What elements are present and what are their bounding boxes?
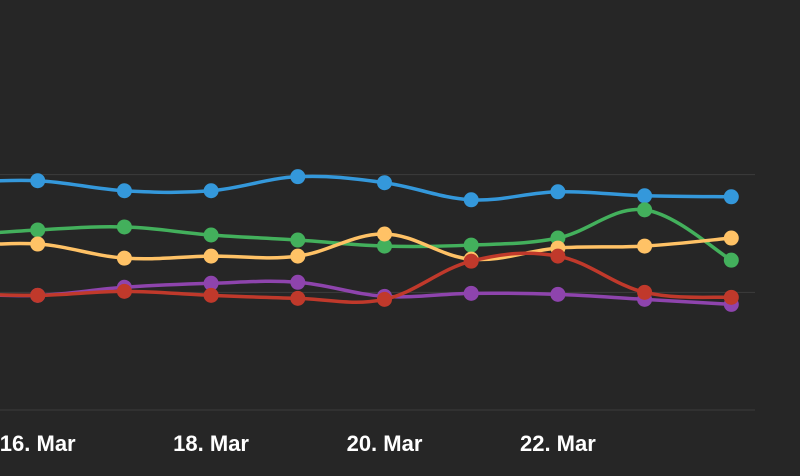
x-tick-label: 16. Mar (0, 431, 76, 456)
series-line (0, 232, 734, 262)
series-5 (0, 248, 739, 307)
data-point[interactable] (290, 232, 306, 248)
data-point[interactable] (203, 287, 219, 303)
data-point[interactable] (377, 291, 392, 307)
data-point[interactable] (116, 219, 132, 235)
data-point[interactable] (550, 248, 566, 264)
data-point[interactable] (723, 230, 739, 246)
series-layer (0, 169, 739, 312)
data-point[interactable] (30, 222, 46, 238)
data-point[interactable] (290, 274, 306, 290)
series-2 (0, 202, 739, 268)
data-point[interactable] (463, 285, 479, 301)
data-point[interactable] (203, 227, 219, 243)
data-point[interactable] (30, 287, 46, 303)
data-point[interactable] (637, 238, 653, 254)
data-point[interactable] (550, 184, 566, 200)
data-point[interactable] (203, 248, 219, 264)
data-point[interactable] (723, 289, 739, 305)
data-point[interactable] (550, 286, 566, 302)
data-point[interactable] (203, 183, 219, 199)
data-point[interactable] (723, 252, 739, 268)
data-point[interactable] (203, 275, 219, 291)
data-point[interactable] (463, 237, 479, 253)
data-point[interactable] (637, 202, 653, 218)
series-1 (0, 169, 739, 208)
data-point[interactable] (463, 192, 479, 208)
data-point[interactable] (290, 248, 306, 264)
data-point[interactable] (30, 173, 46, 189)
data-point[interactable] (377, 175, 392, 191)
data-point[interactable] (637, 284, 653, 300)
data-point[interactable] (116, 250, 132, 266)
data-point[interactable] (723, 189, 739, 205)
x-tick-label: 18. Mar (173, 431, 249, 456)
series-line (0, 207, 734, 262)
data-point[interactable] (116, 283, 132, 299)
data-point[interactable] (377, 238, 392, 254)
data-point[interactable] (463, 253, 479, 269)
x-tick-label: 22. Mar (520, 431, 596, 456)
data-point[interactable] (637, 188, 653, 204)
x-axis: 16. Mar 18. Mar 20. Mar 22. Mar (0, 431, 596, 456)
x-tick-label: 20. Mar (347, 431, 423, 456)
data-point[interactable] (290, 169, 306, 185)
data-point[interactable] (377, 226, 392, 242)
data-point[interactable] (116, 183, 132, 199)
data-point[interactable] (30, 236, 46, 252)
data-point[interactable] (290, 290, 306, 306)
series-line (0, 251, 734, 304)
series-line (0, 174, 734, 202)
